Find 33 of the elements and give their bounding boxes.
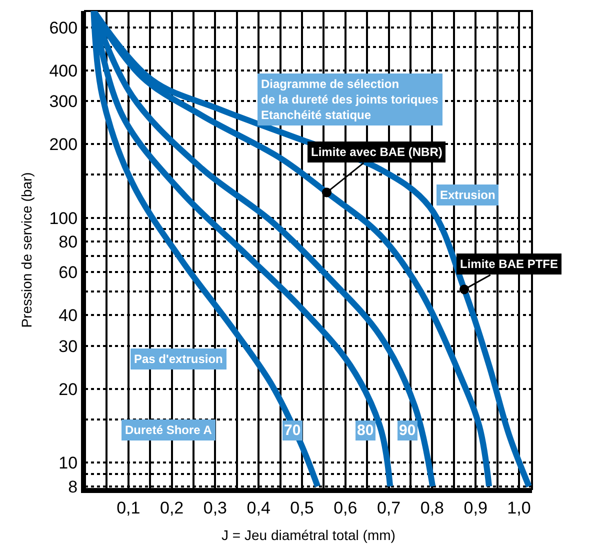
y-tick-label: 200 — [49, 135, 78, 154]
annotation: Extrusion — [440, 188, 496, 202]
series-label: 70 — [284, 422, 301, 439]
x-tick-label: 0,5 — [290, 498, 314, 518]
y-tick-label: 100 — [49, 208, 78, 228]
y-tick-label: 8 — [68, 477, 78, 496]
x-tick-label: 0,6 — [334, 498, 358, 518]
y-tick-label: 600 — [49, 18, 78, 38]
x-tick-label: 0,9 — [464, 498, 488, 518]
series-label: 80 — [357, 422, 374, 439]
y-tick-label: 400 — [49, 61, 78, 80]
x-tick-label: 0,4 — [246, 498, 270, 518]
annotation: Dureté Shore A — [125, 423, 212, 437]
y-tick-label: 10 — [58, 454, 78, 473]
annotation: Pas d'extrusion — [134, 352, 223, 366]
y-tick-label: 30 — [58, 336, 78, 356]
y-tick-label: 80 — [58, 232, 78, 252]
x-tick-label: 0,3 — [203, 498, 228, 518]
x-axis-title: J = Jeu diamétral total (mm) — [222, 527, 396, 544]
y-tick-label: 300 — [49, 92, 78, 112]
y-tick-label: 60 — [58, 263, 78, 282]
series-label: 90 — [399, 422, 416, 439]
y-tick-label: 20 — [58, 380, 78, 399]
annotation: Diagramme de sélection de la dureté des joints toriques Etanchéité statique — [261, 77, 439, 122]
y-axis-title: Pression de service (bar) — [18, 172, 34, 328]
annotation: Limite avec BAE (NBR) — [311, 145, 442, 159]
x-tick-label: 0,7 — [376, 498, 401, 518]
x-tick-label: 1,0 — [507, 498, 531, 518]
x-tick-label: 0,8 — [420, 498, 444, 518]
x-tick-label: 0,1 — [116, 498, 140, 518]
annotation: Limite BAE PTFE — [460, 257, 558, 271]
y-tick-label: 40 — [58, 306, 78, 326]
x-tick-label: 0,2 — [160, 498, 184, 518]
